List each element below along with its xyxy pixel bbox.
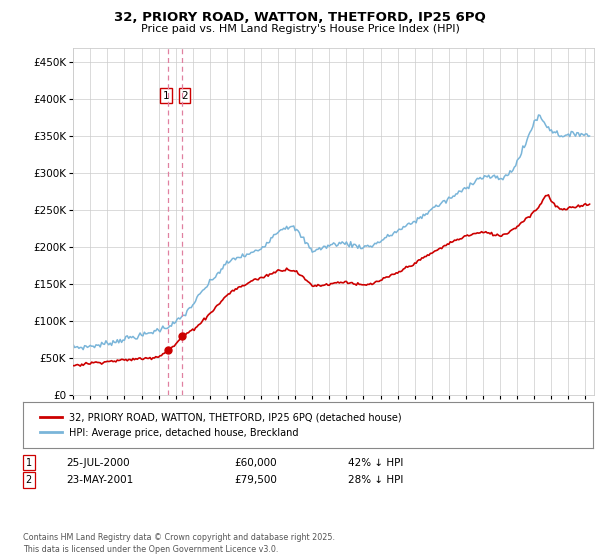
Text: 23-MAY-2001: 23-MAY-2001	[66, 475, 133, 485]
Text: 2: 2	[181, 91, 188, 101]
Legend: 32, PRIORY ROAD, WATTON, THETFORD, IP25 6PQ (detached house), HPI: Average price: 32, PRIORY ROAD, WATTON, THETFORD, IP25 …	[34, 405, 409, 445]
Text: £79,500: £79,500	[234, 475, 277, 485]
Text: 28% ↓ HPI: 28% ↓ HPI	[348, 475, 403, 485]
Text: 1: 1	[163, 91, 169, 101]
Text: 1: 1	[26, 458, 32, 468]
Text: Contains HM Land Registry data © Crown copyright and database right 2025.
This d: Contains HM Land Registry data © Crown c…	[23, 533, 335, 554]
Text: 2: 2	[26, 475, 32, 485]
Text: 42% ↓ HPI: 42% ↓ HPI	[348, 458, 403, 468]
Text: £60,000: £60,000	[234, 458, 277, 468]
Text: 25-JUL-2000: 25-JUL-2000	[66, 458, 130, 468]
Text: 32, PRIORY ROAD, WATTON, THETFORD, IP25 6PQ: 32, PRIORY ROAD, WATTON, THETFORD, IP25 …	[114, 11, 486, 24]
Text: Price paid vs. HM Land Registry's House Price Index (HPI): Price paid vs. HM Land Registry's House …	[140, 24, 460, 34]
